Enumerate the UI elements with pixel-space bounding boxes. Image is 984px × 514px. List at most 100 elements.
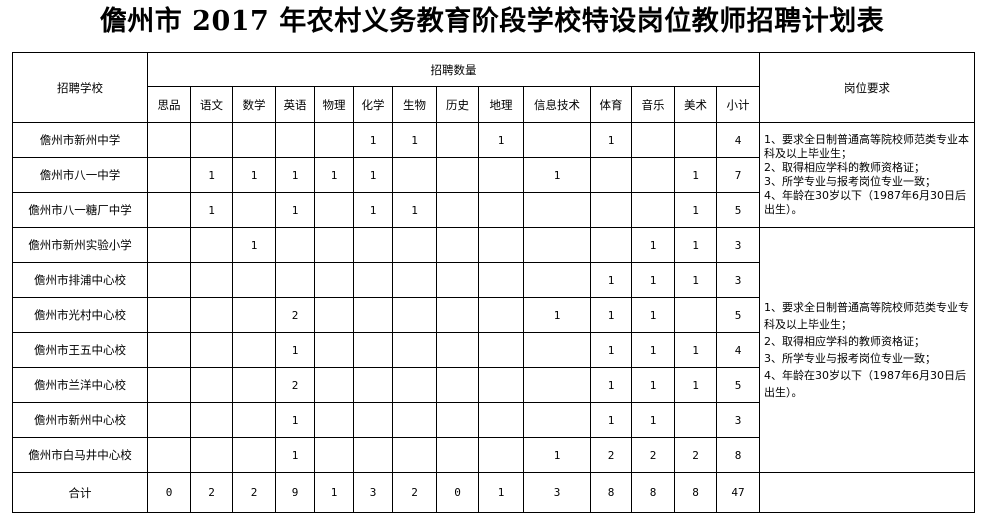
count-cell <box>275 122 315 158</box>
total-cell: 8 <box>674 472 717 513</box>
school-name: 儋州市兰洋中心校 <box>12 367 148 403</box>
header-subject: 小计 <box>716 86 760 123</box>
count-cell <box>392 262 437 298</box>
count-cell: 1 <box>478 122 524 158</box>
count-cell: 1 <box>590 297 632 333</box>
count-cell: 5 <box>716 297 760 333</box>
count-cell <box>353 367 393 403</box>
header-subject: 信息技术 <box>523 86 591 123</box>
count-cell <box>674 297 717 333</box>
requirements-cell: 1、要求全日制普通高等院校师范类专业本科及以上毕业生； 2、取得相应学科的教师资格… <box>759 122 975 228</box>
total-cell: 2 <box>190 472 233 513</box>
count-cell: 1 <box>275 402 315 438</box>
count-cell <box>232 297 276 333</box>
count-cell: 2 <box>590 437 632 473</box>
header-subject: 语文 <box>190 86 233 123</box>
count-cell <box>314 297 354 333</box>
count-cell <box>478 262 524 298</box>
count-cell: 1 <box>631 367 675 403</box>
count-cell: 1 <box>353 122 393 158</box>
total-label: 合计 <box>12 472 148 513</box>
count-cell: 1 <box>674 227 717 263</box>
school-name: 儋州市新州中心校 <box>12 402 148 438</box>
header-subject: 思品 <box>147 86 191 123</box>
count-cell <box>523 227 591 263</box>
total-cell: 9 <box>275 472 315 513</box>
requirement-line: 1、要求全日制普通高等院校师范类专业专科及以上毕业生； <box>764 301 969 331</box>
count-cell <box>314 332 354 368</box>
count-cell <box>353 402 393 438</box>
count-cell <box>436 157 479 193</box>
school-name: 儋州市新州中学 <box>12 122 148 158</box>
count-cell: 1 <box>523 157 591 193</box>
count-cell <box>314 262 354 298</box>
count-cell: 1 <box>631 297 675 333</box>
school-name: 儋州市白马井中心校 <box>12 437 148 473</box>
count-cell: 2 <box>674 437 717 473</box>
count-cell <box>190 227 233 263</box>
count-cell: 1 <box>674 367 717 403</box>
count-cell <box>392 297 437 333</box>
count-cell <box>232 192 276 228</box>
total-cell: 47 <box>716 472 760 513</box>
count-cell <box>232 367 276 403</box>
count-cell: 1 <box>590 262 632 298</box>
count-cell <box>232 332 276 368</box>
table-row: 儋州市八一中学 1 1 1 1 1 1 1 7 <box>12 157 975 193</box>
total-requirements-empty <box>759 472 975 513</box>
count-cell <box>353 297 393 333</box>
count-cell: 1 <box>523 297 591 333</box>
count-cell <box>232 122 276 158</box>
count-cell: 1 <box>392 122 437 158</box>
count-cell <box>478 402 524 438</box>
count-cell: 5 <box>716 192 760 228</box>
school-name: 儋州市排浦中心校 <box>12 262 148 298</box>
count-cell <box>190 367 233 403</box>
requirement-line: 1、要求全日制普通高等院校师范类专业本科及以上毕业生； <box>764 133 969 160</box>
count-cell <box>631 157 675 193</box>
count-cell: 1 <box>190 157 233 193</box>
total-cell: 8 <box>631 472 675 513</box>
count-cell <box>523 192 591 228</box>
count-cell <box>275 262 315 298</box>
count-cell: 4 <box>716 332 760 368</box>
count-cell <box>353 262 393 298</box>
count-cell: 1 <box>590 402 632 438</box>
total-cell: 8 <box>590 472 632 513</box>
count-cell <box>436 437 479 473</box>
count-cell: 1 <box>353 157 393 193</box>
count-cell <box>590 192 632 228</box>
count-cell: 2 <box>275 367 315 403</box>
requirements-cell: 1、要求全日制普通高等院校师范类专业专科及以上毕业生； 2、取得相应学科的教师资格… <box>759 227 975 473</box>
table-row: 儋州市新州实验小学 1 1 1 3 1、要求全日制普通高等院校师范类专业专科及以上毕业生；… <box>12 227 975 473</box>
table-row: 儋州市排浦中心校 1 1 1 3 <box>12 262 975 298</box>
count-cell <box>190 297 233 333</box>
table-row: 儋州市新州中学 1 1 1 1 4 1、要求全日制普通高等院校师范类专业本科及以上毕业生； 2… <box>12 122 975 228</box>
school-name: 儋州市八一糖厂中学 <box>12 192 148 228</box>
header-row: 招聘学校 招聘数量 岗位要求 <box>12 52 975 123</box>
school-name: 儋州市光村中心校 <box>12 297 148 333</box>
count-cell <box>523 402 591 438</box>
header-subject: 地理 <box>478 86 524 123</box>
count-cell <box>147 227 191 263</box>
count-cell <box>314 227 354 263</box>
count-cell <box>478 227 524 263</box>
count-cell: 1 <box>631 262 675 298</box>
header-subject: 历史 <box>436 86 479 123</box>
count-cell: 1 <box>590 332 632 368</box>
count-cell <box>353 332 393 368</box>
count-cell <box>674 402 717 438</box>
count-cell <box>478 367 524 403</box>
count-cell <box>478 437 524 473</box>
total-cell: 1 <box>478 472 524 513</box>
total-cell: 2 <box>392 472 437 513</box>
requirement-line: 2、取得相应学科的教师资格证； <box>764 335 925 348</box>
count-cell: 1 <box>631 402 675 438</box>
total-cell: 0 <box>436 472 479 513</box>
count-cell <box>232 402 276 438</box>
count-cell <box>190 437 233 473</box>
header-subject: 音乐 <box>631 86 675 123</box>
total-cell: 3 <box>353 472 393 513</box>
count-cell: 7 <box>716 157 760 193</box>
count-cell <box>147 437 191 473</box>
